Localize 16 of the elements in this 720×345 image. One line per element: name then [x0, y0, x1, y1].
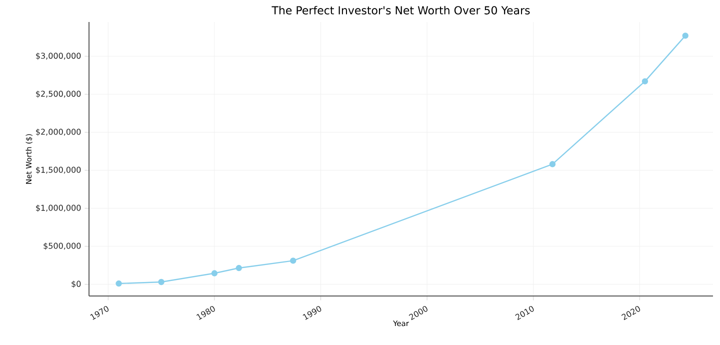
- point: [642, 78, 648, 84]
- y-tick-label: $1,500,000: [36, 166, 81, 174]
- y-tick-label: $2,000,000: [36, 128, 81, 136]
- point: [158, 278, 164, 286]
- y-tick-label: $0: [72, 280, 81, 288]
- point: [236, 264, 242, 272]
- point: [549, 161, 556, 168]
- point: [682, 32, 688, 39]
- y-tick-label: $3,000,000: [36, 52, 81, 60]
- point: [290, 258, 296, 264]
- point: [116, 280, 122, 287]
- chart-title: The Perfect Investor's Net Worth Over 50 Years: [272, 6, 530, 14]
- y-tick-label: $2,500,000: [36, 90, 81, 98]
- point: [211, 270, 218, 276]
- y-tick-label: $500,000: [44, 242, 81, 250]
- y-tick-label: $1,000,000: [36, 204, 81, 212]
